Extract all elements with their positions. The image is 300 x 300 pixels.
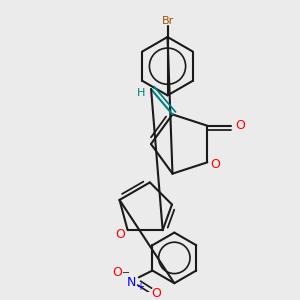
Text: O: O	[115, 229, 125, 242]
Text: O: O	[210, 158, 220, 171]
Text: +: +	[136, 282, 144, 292]
Text: H: H	[137, 88, 146, 98]
Text: Br: Br	[161, 16, 174, 26]
Text: −: −	[122, 268, 130, 278]
Text: O: O	[112, 266, 122, 279]
Text: O: O	[236, 119, 245, 132]
Text: O: O	[152, 287, 161, 300]
Text: N: N	[126, 276, 136, 289]
